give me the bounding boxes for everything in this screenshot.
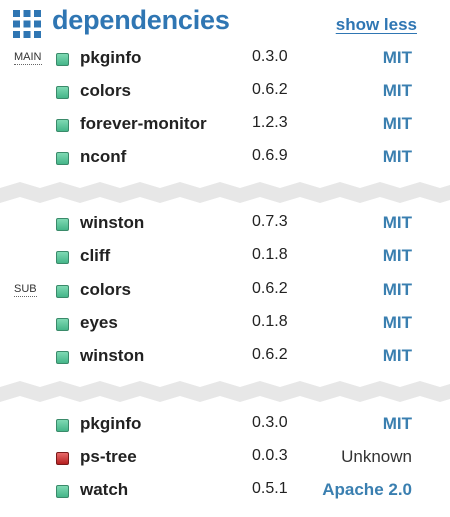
package-name[interactable]: winston (80, 213, 145, 232)
dependency-row: cliff 0.1.8 MIT (0, 242, 450, 275)
package-name[interactable]: cliff (80, 246, 111, 265)
status-ok-icon (56, 218, 69, 231)
package-version: 0.6.2 (252, 280, 288, 297)
package-version: 0.1.8 (252, 246, 288, 263)
package-version: 1.2.3 (252, 114, 288, 131)
dependency-row: MAIN pkginfo 0.3.0 MIT (0, 44, 450, 77)
dependency-row: nconf 0.6.9 MIT (0, 143, 450, 176)
zigzag-separator (0, 182, 450, 203)
status-ok-icon (56, 351, 69, 364)
package-version: 0.7.3 (252, 213, 288, 230)
package-license[interactable]: MIT (382, 48, 412, 67)
status-ok-icon (56, 86, 69, 99)
package-version: 0.5.1 (252, 480, 288, 497)
status-ok-icon (56, 318, 69, 331)
grid-icon (13, 10, 41, 38)
package-license[interactable]: MIT (382, 280, 412, 299)
sub-group-label: SUB (14, 283, 37, 297)
zigzag-separator (0, 381, 450, 402)
package-name[interactable]: pkginfo (80, 414, 142, 433)
status-ok-icon (56, 485, 69, 498)
dependency-row: SUB colors 0.6.2 MIT (0, 276, 450, 309)
package-name[interactable]: forever-monitor (80, 114, 207, 133)
package-version: 0.6.9 (252, 147, 288, 164)
package-license[interactable]: MIT (382, 213, 412, 232)
package-version: 0.6.2 (252, 81, 288, 98)
package-license[interactable]: MIT (382, 81, 412, 100)
package-license[interactable]: MIT (382, 114, 412, 133)
package-name[interactable]: eyes (80, 313, 118, 332)
package-version: 0.0.3 (252, 447, 288, 464)
status-ok-icon (56, 119, 69, 132)
status-ok-icon (56, 285, 69, 298)
package-version: 0.3.0 (252, 48, 288, 65)
dependency-row: forever-monitor 1.2.3 MIT (0, 110, 450, 143)
package-name[interactable]: winston (80, 346, 145, 365)
header: dependencies show less (0, 0, 450, 46)
package-name[interactable]: colors (80, 280, 132, 299)
status-ok-icon (56, 251, 69, 264)
status-ok-icon (56, 152, 69, 165)
package-license[interactable]: MIT (382, 246, 412, 265)
package-name[interactable]: nconf (80, 147, 127, 166)
package-name[interactable]: ps-tree (80, 447, 137, 466)
dependency-row: winston 0.7.3 MIT (0, 209, 450, 242)
package-license[interactable]: MIT (382, 313, 412, 332)
dependency-row: winston 0.6.2 MIT (0, 342, 450, 375)
package-license[interactable]: MIT (382, 147, 412, 166)
package-name[interactable]: colors (80, 81, 132, 100)
status-ok-icon (56, 419, 69, 432)
dependency-row: eyes 0.1.8 MIT (0, 309, 450, 342)
package-version: 0.1.8 (252, 313, 288, 330)
dependency-row: pkginfo 0.3.0 MIT (0, 410, 450, 443)
dependency-row: colors 0.6.2 MIT (0, 77, 450, 110)
package-version: 0.3.0 (252, 414, 288, 431)
package-name[interactable]: pkginfo (80, 48, 142, 67)
status-error-icon (56, 452, 69, 465)
package-license[interactable]: MIT (382, 346, 412, 365)
package-license[interactable]: Apache 2.0 (322, 480, 412, 499)
show-less-link[interactable]: show less (335, 15, 417, 34)
package-license[interactable]: MIT (382, 414, 412, 433)
main-group-label: MAIN (14, 51, 42, 65)
dependency-row: watch 0.5.1 Apache 2.0 (0, 476, 450, 509)
package-name[interactable]: watch (80, 480, 129, 499)
dependency-row: ps-tree 0.0.3 Unknown (0, 443, 450, 476)
status-ok-icon (56, 53, 69, 66)
package-version: 0.6.2 (252, 346, 288, 363)
page-title: dependencies (52, 5, 230, 35)
package-license: Unknown (341, 447, 412, 466)
